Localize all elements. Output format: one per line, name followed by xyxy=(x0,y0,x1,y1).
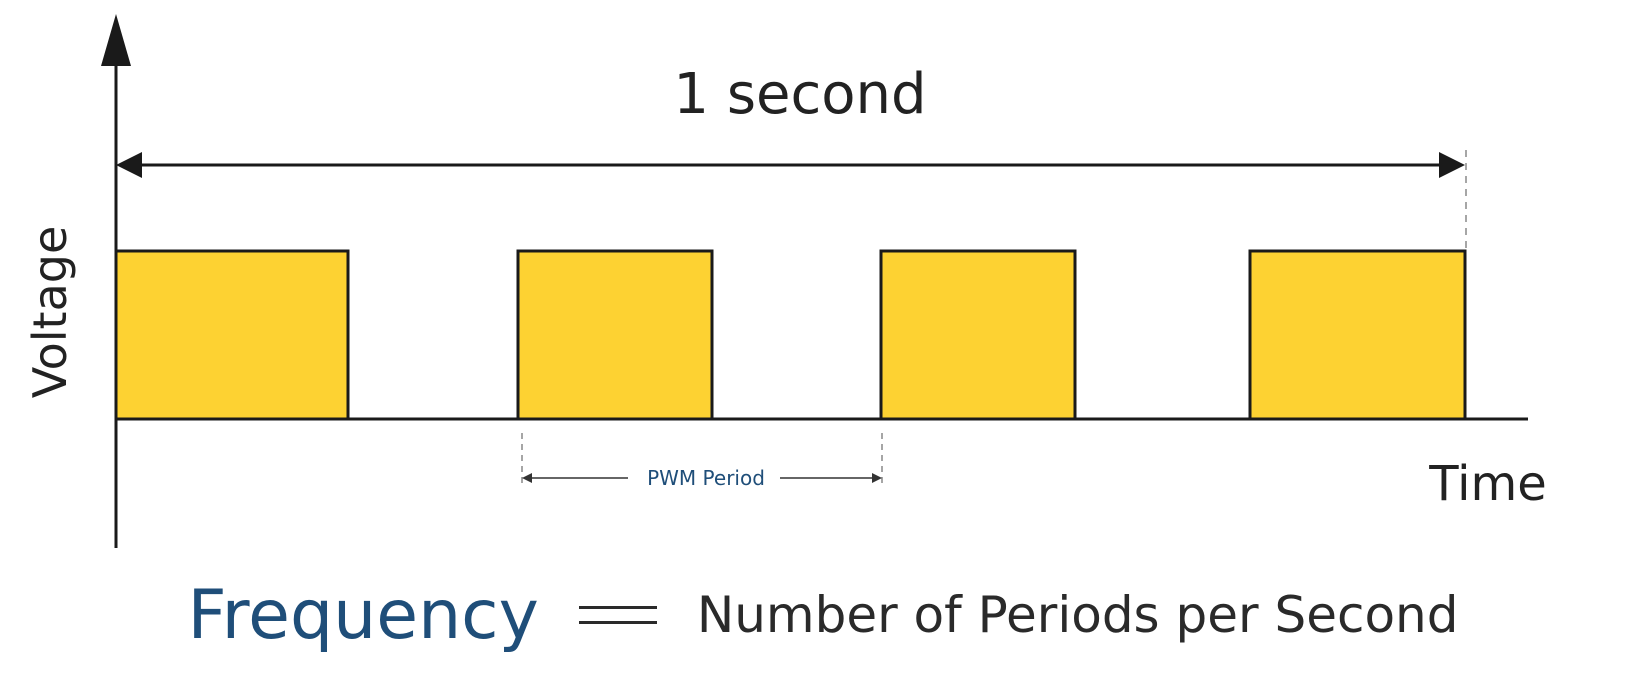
period-arrow-left xyxy=(522,473,532,483)
formula-frequency-term: Frequency xyxy=(187,575,539,655)
formula-definition: Number of Periods per Second xyxy=(696,586,1459,644)
voltage-axis-arrowhead xyxy=(101,14,131,66)
frequency-formula: Frequency Number of Periods per Second xyxy=(0,560,1646,670)
duration-arrow-left xyxy=(116,152,142,178)
pulse-1 xyxy=(114,249,350,421)
pulse-2 xyxy=(516,249,714,421)
y-axis-label: Voltage xyxy=(23,226,77,399)
pulse-4 xyxy=(1248,249,1467,421)
x-axis-label: Time xyxy=(1428,456,1546,512)
period-label: PWM Period xyxy=(647,466,765,490)
duration-label: 1 second xyxy=(673,62,926,127)
period-arrow-right xyxy=(872,473,882,483)
pulse-3 xyxy=(879,249,1077,421)
equals-sign xyxy=(578,606,657,624)
duration-arrow-right xyxy=(1439,152,1465,178)
